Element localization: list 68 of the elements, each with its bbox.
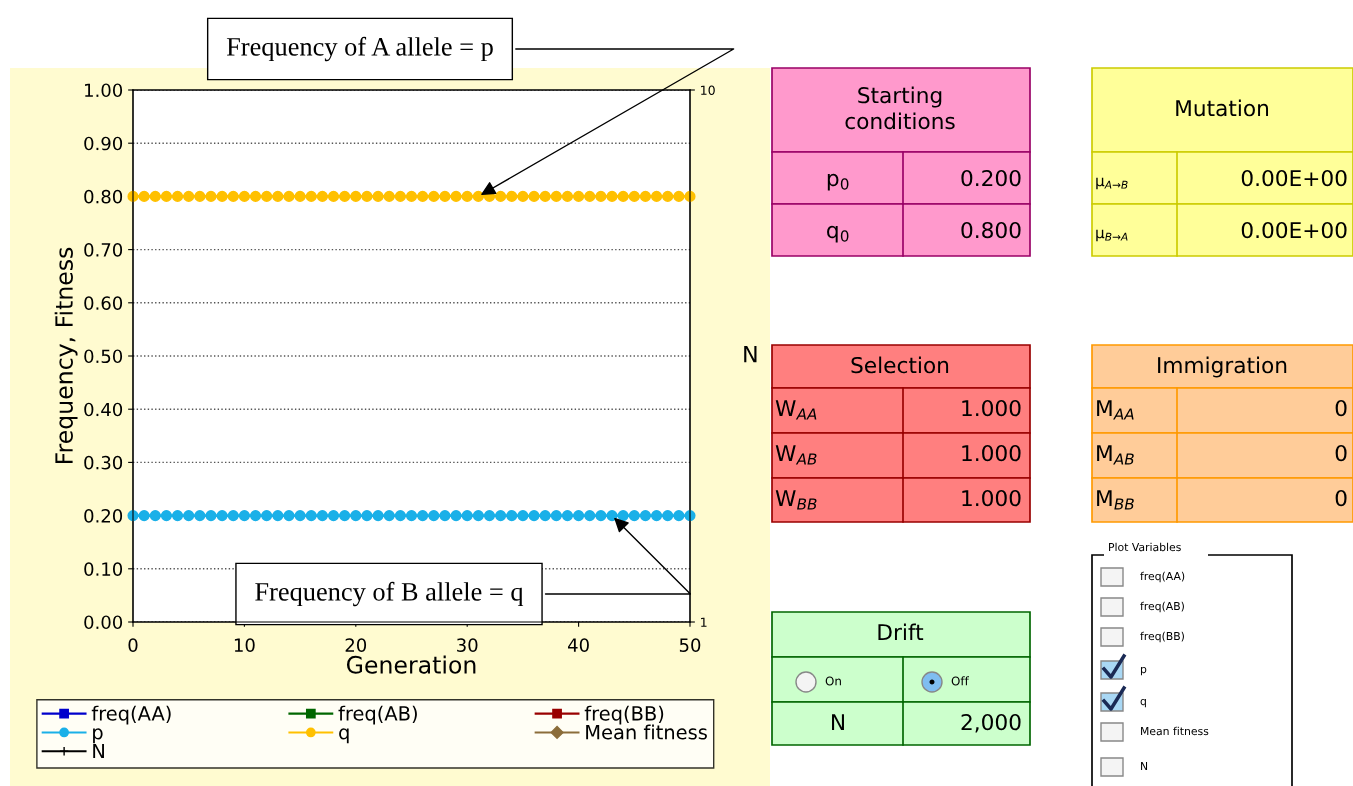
text: 0.200 <box>961 169 1021 187</box>
text: Plot Variables <box>1109 542 1181 552</box>
text: Drift <box>878 623 924 640</box>
text: 0.00E+00 <box>1241 221 1347 239</box>
x-axis-title: Generation <box>346 655 476 674</box>
y-tick-label: 0.80 <box>84 189 123 204</box>
legend-label: q <box>339 728 349 744</box>
annotation: Frequency of B allele = q <box>255 581 524 607</box>
y-tick-label: 0.00 <box>84 615 123 630</box>
y-tick-label: 1.00 <box>85 83 123 98</box>
text: On <box>825 676 841 686</box>
y-tick-label: 0.10 <box>84 562 123 576</box>
text: W$_{AA}$ <box>775 400 817 420</box>
legend-label: freq(BB) <box>584 705 664 725</box>
text: N <box>832 714 844 730</box>
text: p$_{0}$ <box>827 173 849 191</box>
text: μ$_{A→B}$ <box>1096 177 1128 190</box>
text: q <box>1140 698 1146 708</box>
x-tick-label: 50 <box>679 638 701 652</box>
y-tick-label: 0.20 <box>84 509 123 523</box>
text: Selection <box>851 356 949 374</box>
annotation: Frequency of A allele = p <box>226 36 493 62</box>
y2-tick-label: 1 <box>701 617 707 627</box>
text: 1.000 <box>962 489 1021 507</box>
y2-axis-title: N <box>744 345 757 363</box>
text: N <box>1141 762 1148 770</box>
y-tick-label: 0.60 <box>84 296 123 310</box>
legend-label: p <box>93 728 103 744</box>
text: 0 <box>1335 444 1347 462</box>
x-tick-label: 20 <box>345 638 367 652</box>
y-tick-label: 0.30 <box>84 455 123 470</box>
text: Mean fitness <box>1141 726 1209 736</box>
text: 1.000 <box>962 444 1021 462</box>
text: freq(BB) <box>1140 631 1184 643</box>
x-tick-label: 30 <box>457 638 478 652</box>
text: M$_{AA}$ <box>1097 400 1134 420</box>
text: 1.000 <box>962 399 1021 417</box>
text: W$_{AB}$ <box>775 445 817 465</box>
text: freq(AB) <box>1140 601 1184 613</box>
text: Starting conditions <box>845 86 955 130</box>
legend-label: N <box>93 743 104 759</box>
y-tick-label: 0.40 <box>84 402 123 417</box>
text: 0 <box>1335 399 1347 417</box>
text: M$_{BB}$ <box>1097 490 1134 510</box>
text: 0.00E+00 <box>1241 169 1347 187</box>
legend-label: Mean fitness <box>586 724 707 740</box>
y-axis-title: Frequency, Fitness <box>54 247 78 464</box>
text: M$_{AB}$ <box>1097 445 1134 465</box>
x-tick-label: 0 <box>128 638 138 652</box>
text: W$_{BB}$ <box>775 490 817 510</box>
text: μ$_{B→A}$ <box>1096 229 1128 242</box>
text: p <box>1140 666 1147 676</box>
legend-label: freq(AA) <box>91 705 171 725</box>
x-tick-label: 40 <box>568 638 589 652</box>
text: 0 <box>1335 489 1347 507</box>
y-tick-label: 0.70 <box>84 243 123 257</box>
text: Mutation <box>1176 99 1269 117</box>
text: freq(AA) <box>1140 571 1185 583</box>
y2-tick-label: 10 <box>701 85 715 95</box>
y-tick-label: 0.50 <box>84 349 123 364</box>
text: q$_{0}$ <box>827 225 849 243</box>
text: 2,000 <box>961 713 1021 733</box>
y-tick-label: 0.90 <box>84 136 123 151</box>
legend-label: freq(AB) <box>338 705 417 725</box>
text: Off <box>951 676 969 686</box>
text: 0.800 <box>961 221 1021 239</box>
text: Immigration <box>1158 356 1287 378</box>
x-tick-label: 10 <box>234 638 255 652</box>
